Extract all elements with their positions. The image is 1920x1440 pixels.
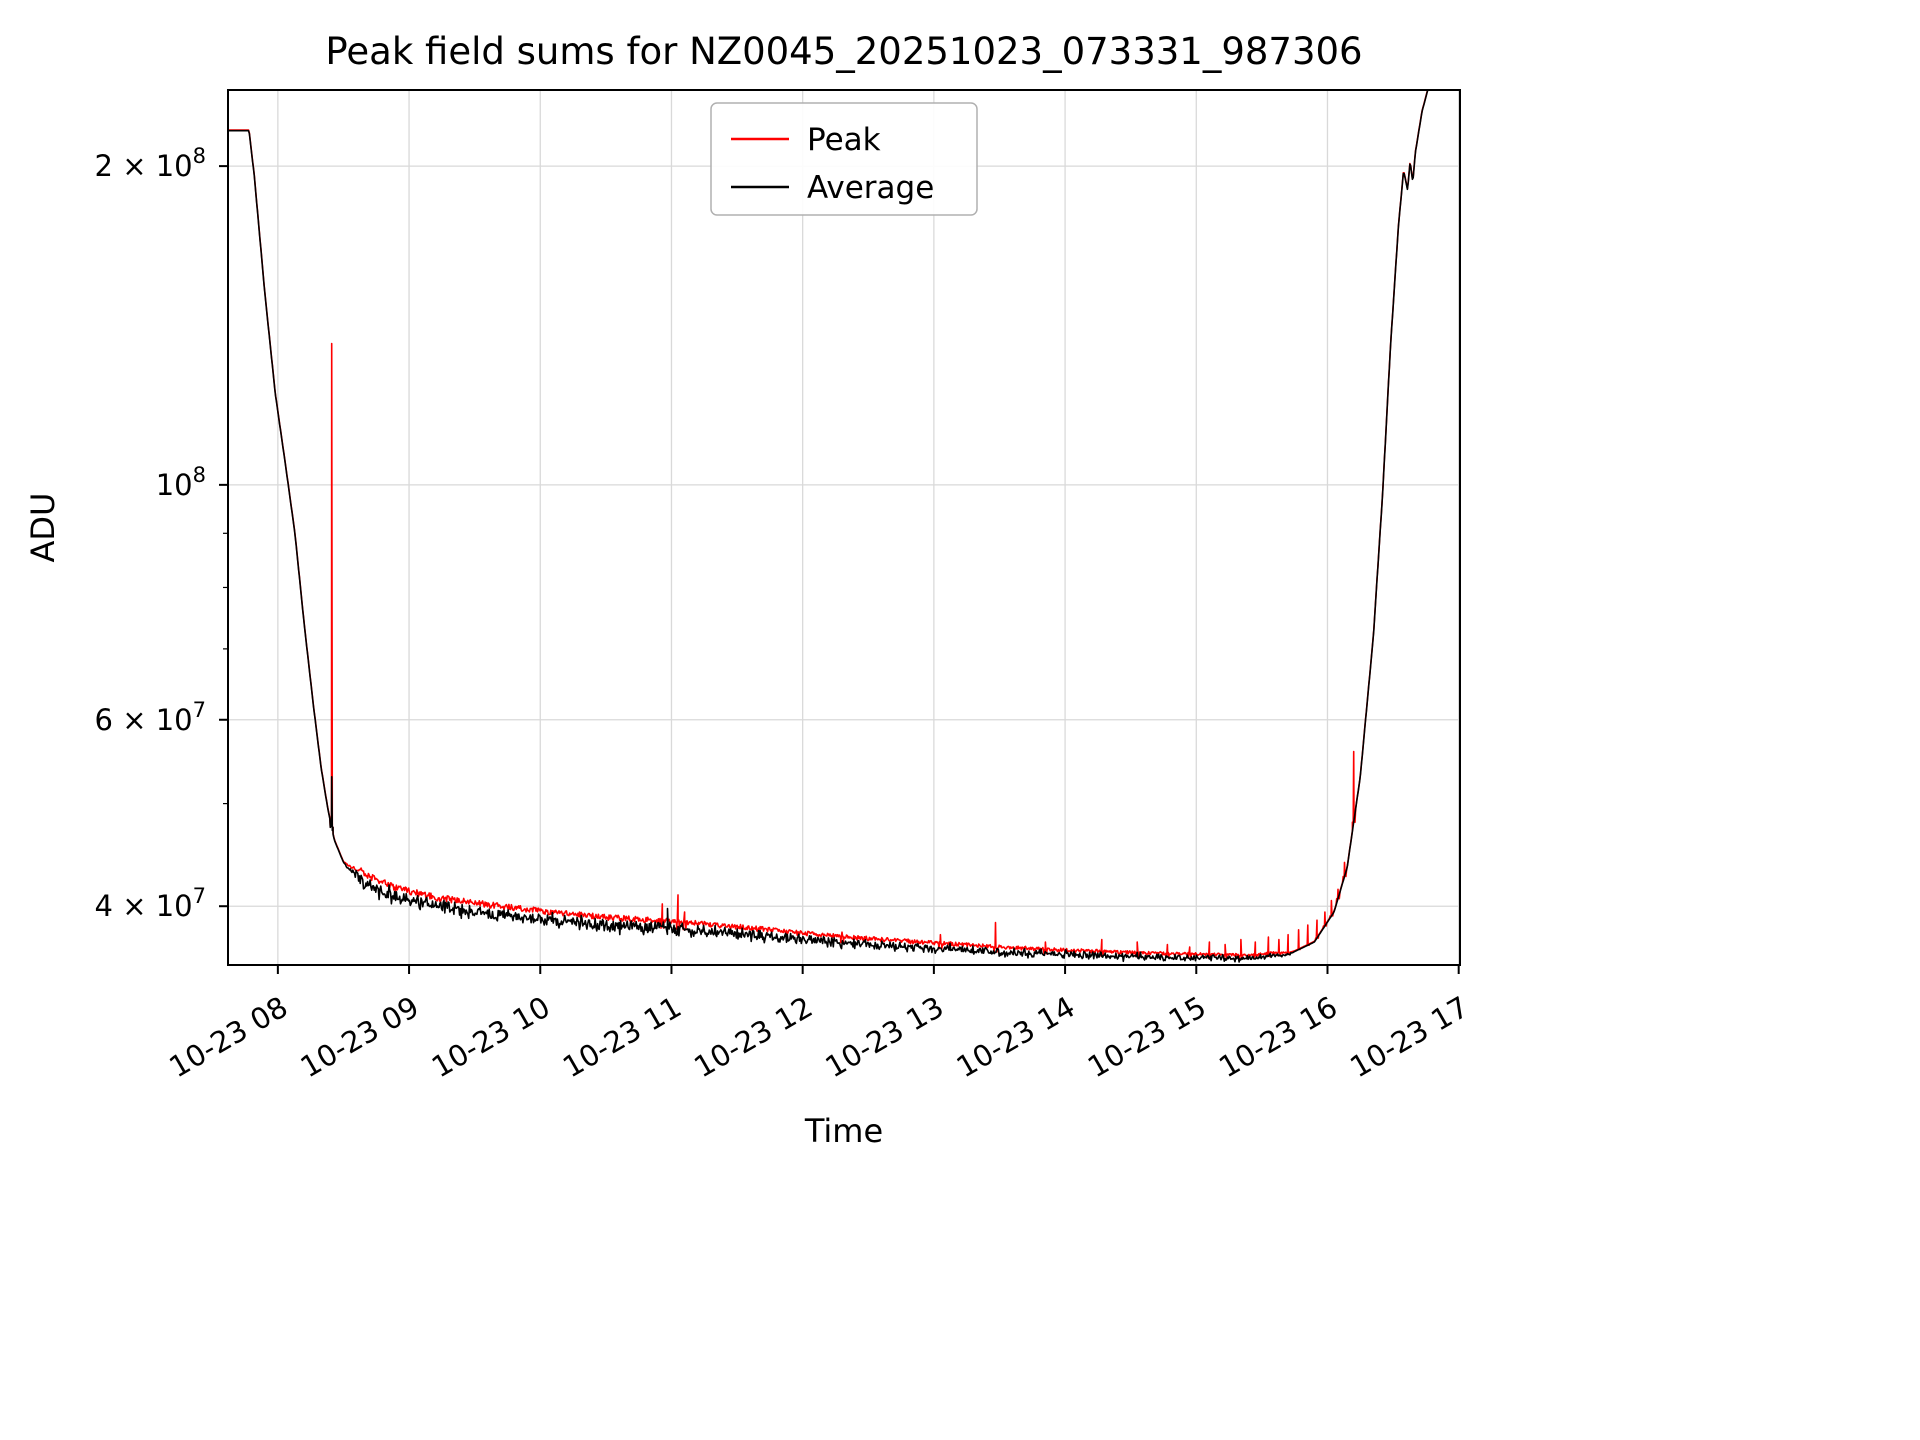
legend-label-average: Average — [807, 170, 934, 206]
chart-title: Peak field sums for NZ0045_20251023_0733… — [325, 30, 1362, 73]
legend-label-peak: Peak — [807, 122, 881, 158]
y-tick-label: 108 — [156, 463, 206, 502]
x-axis-label: Time — [804, 1112, 883, 1150]
y-tick-label: 4 × 107 — [95, 884, 206, 923]
y-axis-label: ADU — [24, 493, 62, 563]
series-peak-line — [228, 90, 1429, 960]
series-average-line — [228, 90, 1429, 963]
plot-frame — [227, 89, 1461, 966]
y-tick-label: 6 × 107 — [95, 698, 206, 737]
legend: Peak Average — [710, 102, 978, 216]
y-tick-label: 2 × 108 — [95, 144, 206, 183]
